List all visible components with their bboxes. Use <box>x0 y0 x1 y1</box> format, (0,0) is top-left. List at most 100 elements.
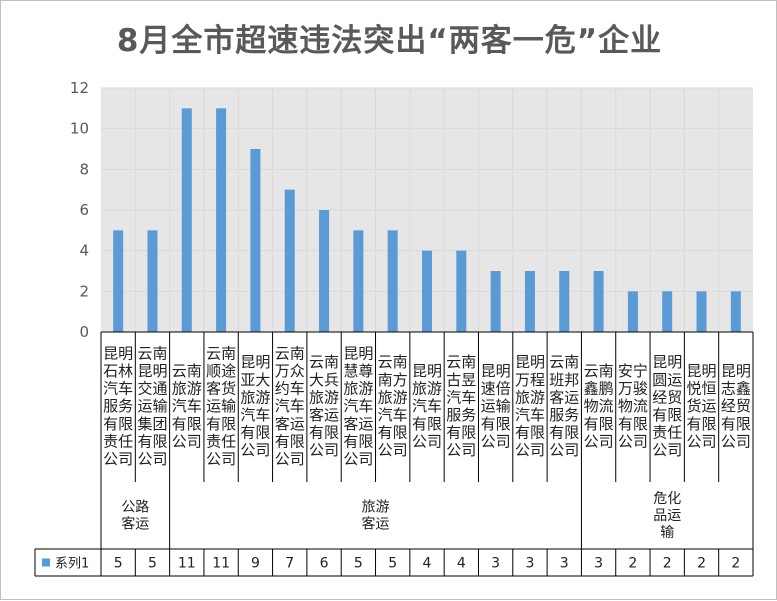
category-label: 万众 <box>275 362 305 380</box>
category-label: 公司 <box>584 432 614 450</box>
category-label: 公司 <box>515 441 545 459</box>
category-label: 云南 <box>446 353 476 371</box>
category-label: 万骏 <box>618 380 648 398</box>
legend-series-name: 系列1 <box>55 557 89 572</box>
category-label: 鑫鹏 <box>584 380 614 398</box>
category-label: 石林 <box>103 362 133 380</box>
category-label: 安宁 <box>618 362 648 380</box>
category-label: 公司 <box>481 432 511 450</box>
bar <box>147 230 158 332</box>
bar <box>216 108 227 332</box>
data-table-value: 5 <box>148 556 157 572</box>
bar <box>250 149 261 332</box>
category-label: 昆明 <box>240 353 270 371</box>
category-label: 交通 <box>137 380 167 398</box>
category-label: 云南 <box>275 344 305 362</box>
category-label: 客运 <box>309 406 339 424</box>
category-label: 有限 <box>103 415 133 433</box>
category-label: 有限 <box>687 415 717 433</box>
category-label: 旅游 <box>515 388 545 406</box>
legend-swatch <box>42 558 50 567</box>
category-label: 责任 <box>103 432 133 450</box>
category-label: 大兵 <box>309 371 339 389</box>
category-label: 南方 <box>378 371 408 389</box>
category-label: 有限 <box>206 415 236 433</box>
category-label: 古昱 <box>446 371 476 389</box>
bar <box>113 230 124 332</box>
category-label: 公司 <box>721 432 751 450</box>
category-label: 昆明 <box>103 344 133 362</box>
category-label: 公司 <box>412 432 442 450</box>
category-label: 旅游 <box>378 388 408 406</box>
category-label: 汽车 <box>240 406 270 424</box>
category-label: 汽车 <box>172 397 202 415</box>
category-label: 汽车 <box>103 380 133 398</box>
category-label: 汽车 <box>378 406 408 424</box>
category-label: 货运 <box>687 397 717 415</box>
bar <box>524 271 535 332</box>
y-tick-label: 10 <box>70 120 89 138</box>
category-label: 有限 <box>309 424 339 442</box>
y-tick-label: 4 <box>79 242 89 260</box>
category-label: 圆运 <box>652 371 682 389</box>
category-label: 旅游 <box>240 388 270 406</box>
category-label: 有限 <box>275 432 305 450</box>
data-table-value: 6 <box>320 556 329 572</box>
category-label: 运输 <box>481 397 511 415</box>
category-label: 昆明 <box>687 362 717 380</box>
group-label: 旅游 <box>362 500 390 516</box>
category-label: 昆明 <box>343 344 373 362</box>
category-label: 有限 <box>481 415 511 433</box>
category-label: 汽车 <box>343 397 373 415</box>
category-label: 有限 <box>618 415 648 433</box>
category-label: 汽车 <box>412 397 442 415</box>
category-label: 有限 <box>515 424 545 442</box>
data-table-value: 5 <box>354 556 363 572</box>
category-label: 客运 <box>343 415 373 433</box>
category-label: 云南 <box>206 344 236 362</box>
data-table-value: 2 <box>697 556 706 572</box>
data-table-value: 3 <box>594 556 603 572</box>
category-label: 志鑫 <box>721 380 751 398</box>
category-label: 运输 <box>137 397 167 415</box>
category-label: 昆明 <box>137 362 167 380</box>
category-label: 悦恒 <box>687 380 717 398</box>
category-label: 有限 <box>172 415 202 433</box>
data-table-value: 2 <box>663 556 672 572</box>
data-table-value: 9 <box>251 556 260 572</box>
category-label: 约车 <box>275 380 305 398</box>
category-label: 有限 <box>343 432 373 450</box>
category-label: 有限 <box>721 415 751 433</box>
category-label: 公司 <box>343 450 373 468</box>
group-label: 公路 <box>121 500 149 516</box>
category-label: 物流 <box>584 397 614 415</box>
category-label: 公司 <box>652 441 682 459</box>
data-table-value: 5 <box>114 556 123 572</box>
data-table-value: 3 <box>491 556 500 572</box>
category-label: 昆明 <box>515 353 545 371</box>
category-label: 经贸 <box>652 388 682 406</box>
category-label: 公司 <box>618 432 648 450</box>
y-tick-label: 0 <box>79 323 89 341</box>
category-label: 云南 <box>172 362 202 380</box>
category-label: 亚大 <box>240 371 270 389</box>
data-table-value: 2 <box>731 556 740 572</box>
category-label: 客运 <box>549 388 579 406</box>
category-label: 汽车 <box>515 406 545 424</box>
data-table-value: 11 <box>178 556 196 572</box>
category-label: 运输 <box>206 397 236 415</box>
y-tick-label: 12 <box>70 79 89 97</box>
group-label: 危化 <box>653 491 681 507</box>
category-label: 班邦 <box>549 371 579 389</box>
group-label: 客运 <box>121 516 149 533</box>
category-label: 旅游 <box>309 388 339 406</box>
bar <box>662 291 673 332</box>
category-label: 有限 <box>549 424 579 442</box>
category-label: 公司 <box>275 450 305 468</box>
category-label: 公司 <box>378 441 408 459</box>
category-label: 有限 <box>446 424 476 442</box>
data-table-value: 3 <box>560 556 569 572</box>
bar <box>559 271 570 332</box>
category-label: 公司 <box>206 450 236 468</box>
